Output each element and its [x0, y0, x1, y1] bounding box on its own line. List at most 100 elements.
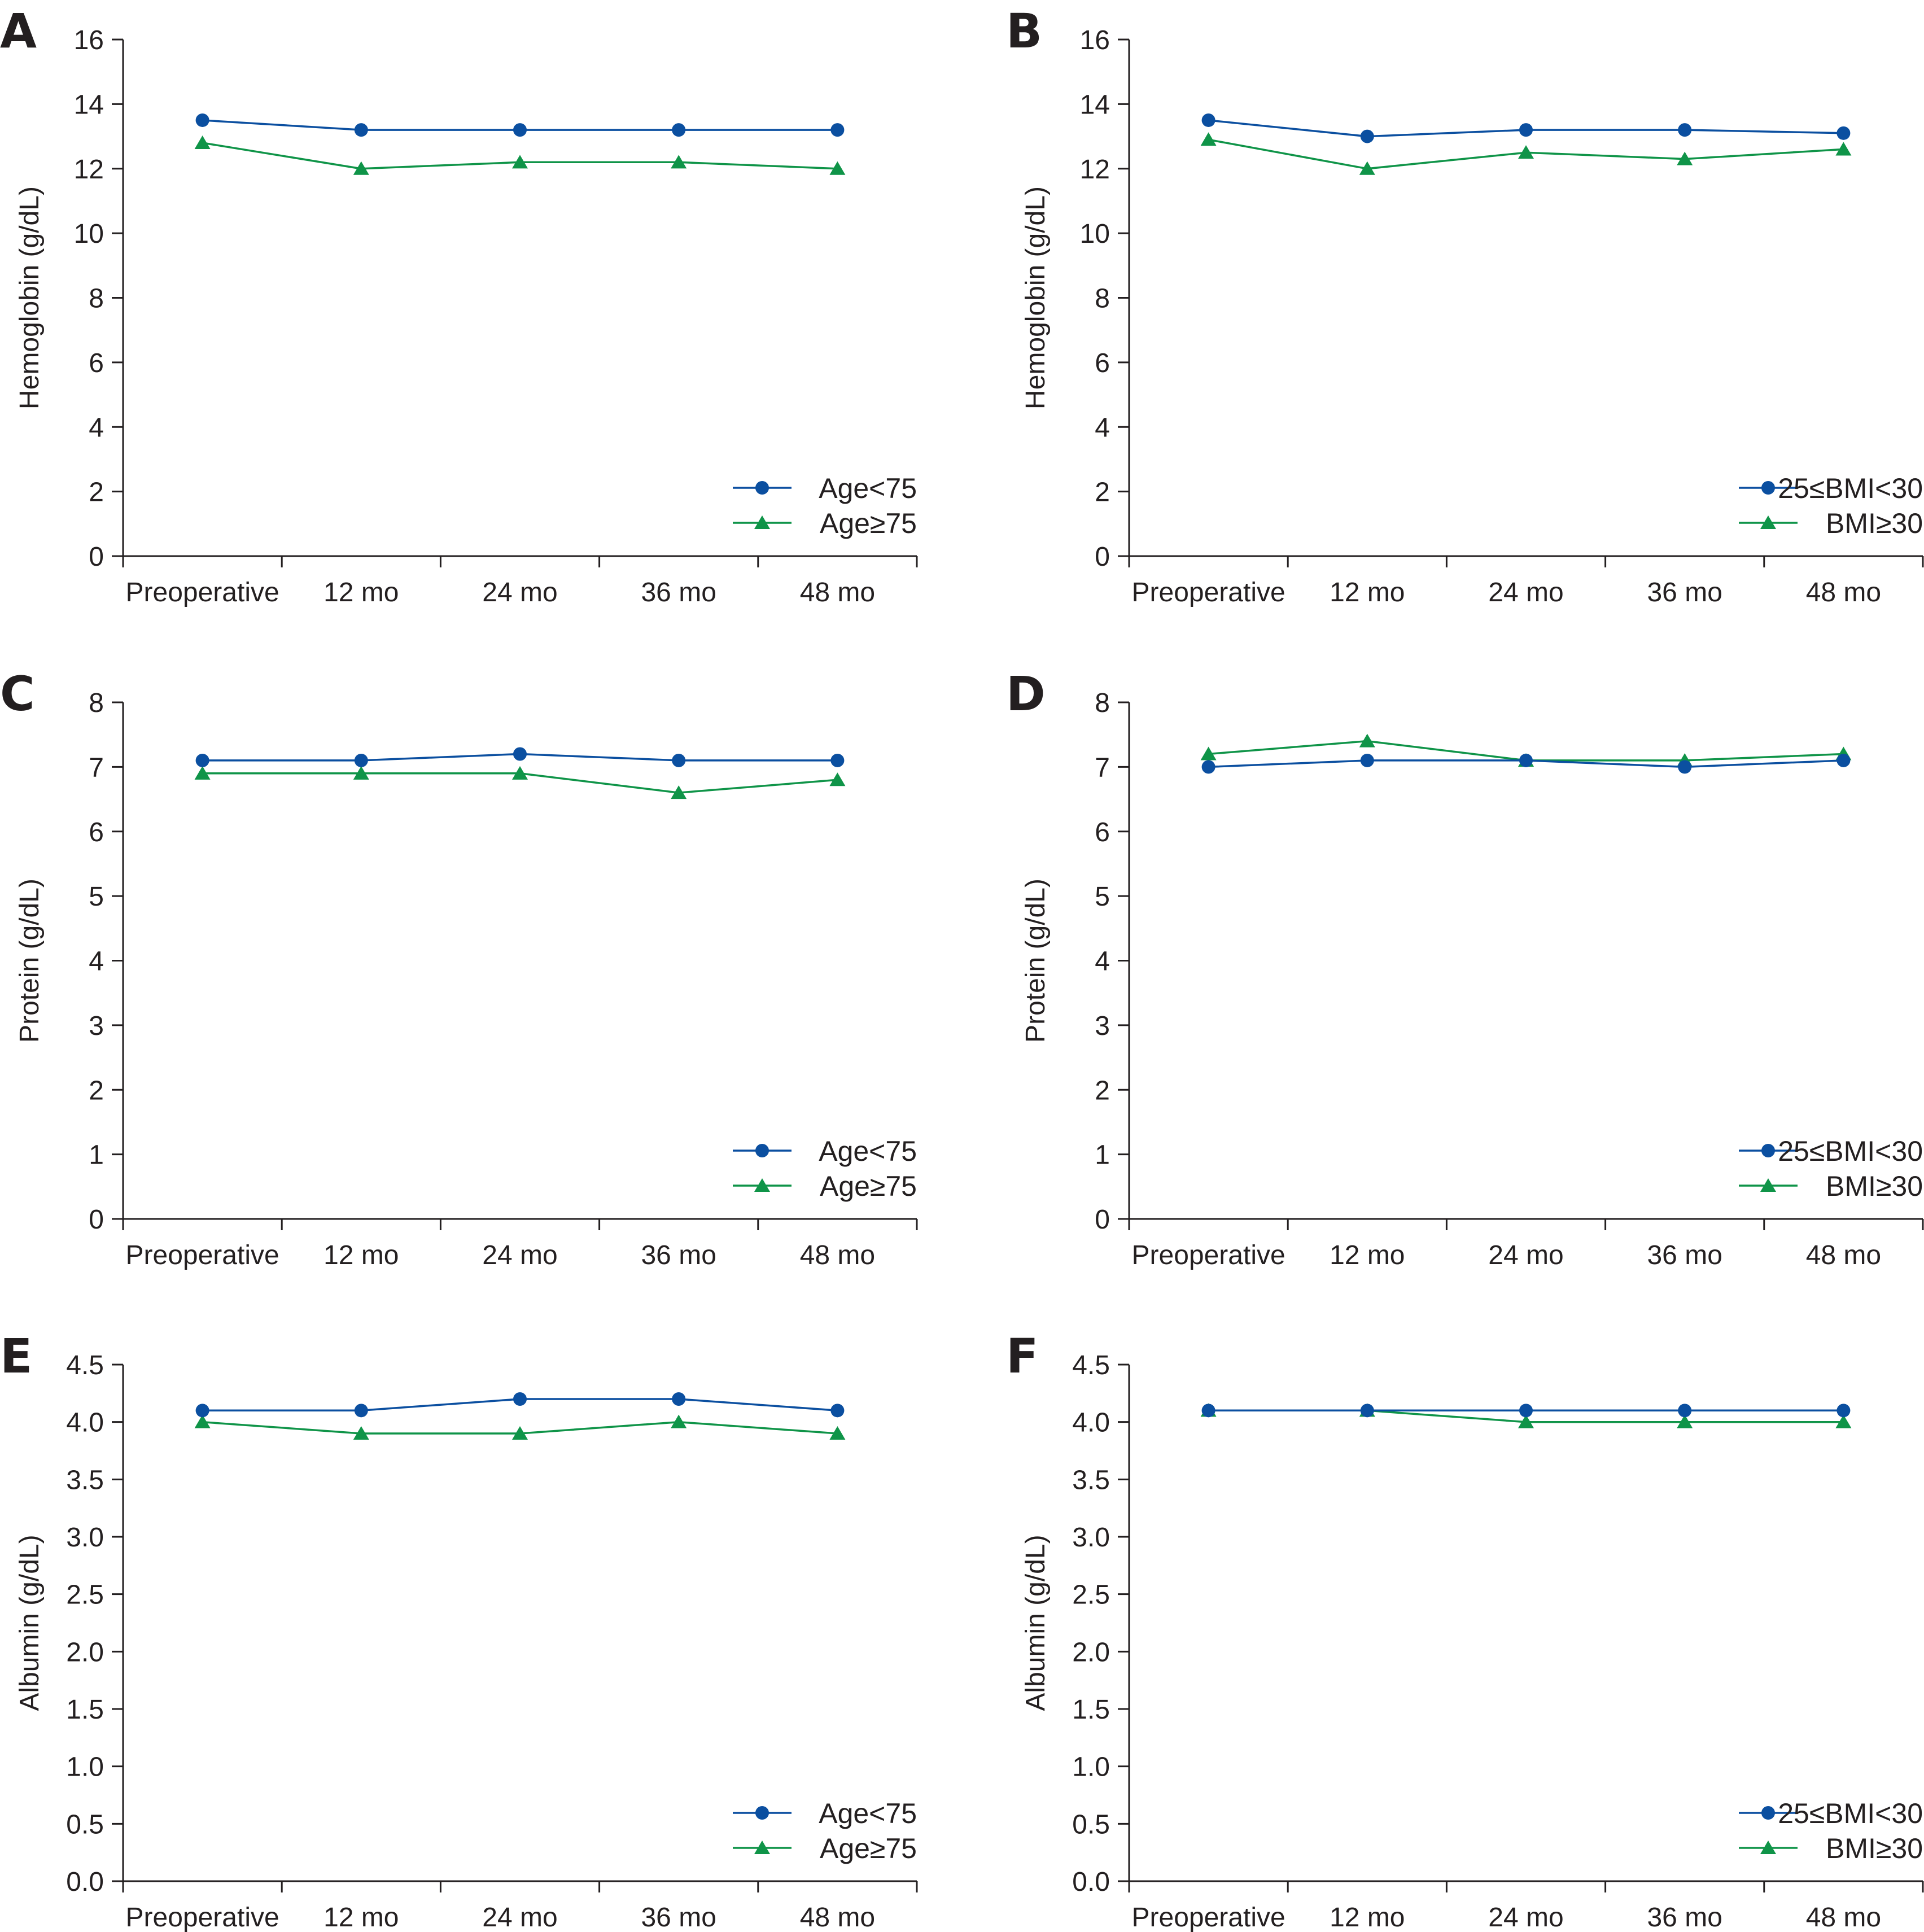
- y-tick-label: 2: [89, 1076, 104, 1105]
- data-point: [1836, 1404, 1851, 1418]
- y-tick-label: 8: [89, 688, 104, 718]
- y-axis-title: Hemoglobin (g/dL): [1021, 186, 1051, 409]
- y-tick-label: 6: [1095, 818, 1110, 847]
- data-point: [1678, 760, 1692, 774]
- legend-label: BMI≥30: [1826, 1170, 1923, 1202]
- y-axis-title: Protein (g/dL): [15, 878, 45, 1043]
- y-tick-label: 8: [1095, 284, 1110, 314]
- y-tick-label: 3: [89, 1011, 104, 1041]
- legend-marker: [755, 1144, 769, 1157]
- panel-letter: B: [1006, 3, 1042, 59]
- data-point: [194, 1414, 211, 1428]
- y-tick-label: 10: [74, 219, 104, 249]
- y-tick-label: 1: [89, 1140, 104, 1170]
- data-point: [1201, 760, 1215, 774]
- legend-label: BMI≥30: [1826, 1833, 1923, 1864]
- data-point: [512, 1426, 528, 1440]
- legend-entry: Age<75: [733, 473, 917, 504]
- data-point: [830, 1404, 845, 1418]
- panel-a: A 0 2 4 6 8 10 12 14 16 Preoperative 12 mo 24 mo 36 m…: [0, 3, 918, 607]
- legend-label: 25≤BMI<30: [1778, 1135, 1923, 1167]
- series-1: [1201, 753, 1851, 774]
- y-tick-label: 6: [89, 818, 104, 847]
- y-tick-label: 0.5: [1072, 1809, 1110, 1839]
- legend-label: BMI≥30: [1826, 508, 1923, 539]
- series-1: [195, 747, 845, 767]
- data-point: [672, 1392, 686, 1406]
- series-2: [194, 766, 846, 799]
- panel-letter: F: [1006, 1328, 1038, 1384]
- x-tick-label: 48 mo: [1806, 1903, 1881, 1932]
- data-point: [1678, 123, 1692, 137]
- data-point: [829, 772, 846, 786]
- legend-entry: BMI≥30: [1739, 508, 1923, 539]
- data-point: [1836, 753, 1851, 767]
- series-2: [194, 135, 846, 175]
- legend-entry: BMI≥30: [1739, 1170, 1923, 1202]
- x-tick-label: 36 mo: [1647, 578, 1722, 607]
- data-point: [194, 135, 211, 149]
- data-point: [1360, 129, 1374, 143]
- legend-entry: 25≤BMI<30: [1739, 1798, 1923, 1829]
- data-point: [195, 753, 209, 767]
- legend-marker: [754, 1841, 770, 1854]
- series-1: [195, 113, 845, 137]
- series-2: [1200, 132, 1852, 175]
- data-point: [1519, 123, 1533, 137]
- x-tick-label: Preoperative: [1132, 1903, 1285, 1932]
- y-tick-label: 4: [1095, 947, 1110, 977]
- data-point: [830, 123, 845, 137]
- y-tick-label: 3.5: [66, 1465, 104, 1495]
- y-tick-label: 2.5: [66, 1580, 104, 1610]
- legend-marker: [1761, 481, 1775, 495]
- y-tick-label: 7: [89, 753, 104, 783]
- data-point: [1519, 1404, 1533, 1418]
- legend-label: Age≥75: [820, 508, 917, 539]
- legend-marker: [1761, 1806, 1775, 1820]
- x-tick-label: 12 mo: [323, 1903, 399, 1932]
- y-tick-label: 8: [89, 284, 104, 314]
- y-tick-label: 4: [89, 947, 104, 977]
- panel-letter: E: [0, 1328, 32, 1384]
- data-point: [672, 753, 686, 767]
- data-point: [513, 747, 527, 761]
- data-point: [1359, 733, 1375, 748]
- y-tick-label: 5: [89, 882, 104, 912]
- x-tick-label: 12 mo: [1330, 578, 1405, 607]
- y-tick-label: 3.0: [1072, 1523, 1110, 1553]
- y-tick-label: 0: [89, 542, 104, 572]
- data-point: [1201, 113, 1215, 127]
- x-tick-label: 36 mo: [641, 1240, 716, 1270]
- data-point: [1835, 142, 1852, 156]
- y-tick-label: 0.0: [66, 1867, 104, 1897]
- y-tick-label: 2: [1095, 1076, 1110, 1105]
- data-point: [1200, 746, 1217, 760]
- y-tick-label: 6: [89, 348, 104, 378]
- data-point: [512, 766, 528, 780]
- data-point: [1519, 753, 1533, 767]
- data-point: [1518, 145, 1534, 159]
- y-tick-label: 2: [89, 478, 104, 508]
- x-tick-label: 48 mo: [800, 1240, 875, 1270]
- legend-entry: Age<75: [733, 1135, 917, 1167]
- data-point: [829, 161, 846, 175]
- data-point: [353, 766, 369, 780]
- panel-letter: A: [0, 3, 37, 59]
- y-axis-title: Hemoglobin (g/dL): [15, 186, 45, 409]
- x-tick-label: Preoperative: [126, 578, 279, 607]
- data-point: [830, 753, 845, 767]
- x-tick-label: 48 mo: [800, 1903, 875, 1932]
- data-point: [513, 1392, 527, 1406]
- legend-entry: Age≥75: [733, 508, 917, 539]
- x-tick-label: 24 mo: [482, 578, 557, 607]
- y-tick-label: 4: [1095, 413, 1110, 443]
- data-point: [353, 161, 369, 175]
- x-tick-label: Preoperative: [1132, 578, 1285, 607]
- x-tick-label: 12 mo: [323, 1240, 399, 1270]
- y-tick-label: 0: [1095, 542, 1110, 572]
- legend-entry: Age≥75: [733, 1833, 917, 1864]
- y-tick-label: 7: [1095, 753, 1110, 783]
- y-tick-label: 3.0: [66, 1523, 104, 1553]
- x-tick-label: 36 mo: [1647, 1240, 1722, 1270]
- legend-marker: [755, 481, 769, 495]
